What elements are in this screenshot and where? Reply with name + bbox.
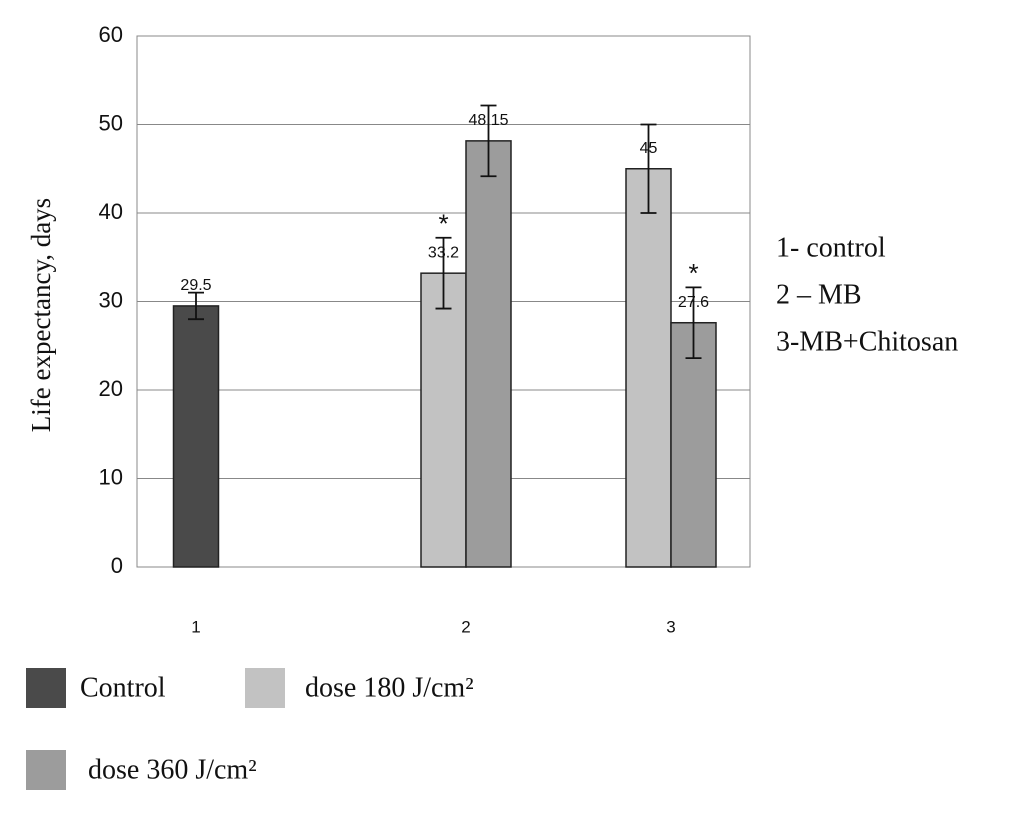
legend-swatch — [26, 750, 66, 790]
significance-mark: * — [438, 209, 448, 239]
legend-label: dose 180 J/cm² — [305, 672, 474, 703]
error-bar — [435, 236, 452, 310]
bar — [625, 168, 672, 568]
legend-label: dose 360 J/cm² — [88, 754, 257, 785]
bar — [172, 305, 220, 568]
x-tick-label: 1 — [191, 617, 200, 636]
error-bar — [640, 123, 657, 214]
y-tick-label: 30 — [99, 287, 123, 312]
bar — [670, 321, 717, 568]
y-tick-label: 20 — [99, 376, 123, 401]
y-tick-label: 0 — [111, 553, 123, 578]
legend-swatch — [245, 668, 285, 708]
bar — [465, 140, 512, 568]
value-label: 27.6 — [678, 294, 709, 311]
legend-label: Control — [80, 672, 166, 703]
x-tick-label: 3 — [666, 617, 675, 636]
error-bar — [685, 286, 702, 360]
y-tick-label: 50 — [99, 110, 123, 135]
legend-swatch — [26, 668, 66, 708]
value-label: 33.2 — [428, 244, 459, 261]
value-label: 48.15 — [468, 112, 508, 129]
annotation: 3-MB+Chitosan — [776, 326, 958, 357]
error-bar — [480, 104, 497, 178]
y-tick-label: 60 — [99, 22, 123, 47]
annotation: 1- control — [776, 232, 886, 263]
value-label: 29.5 — [180, 277, 211, 294]
x-tick-label: 2 — [461, 617, 470, 636]
y-tick-label: 40 — [99, 199, 123, 224]
y-axis-label: Life expectancy, days — [26, 198, 56, 432]
annotation: 2 – MB — [776, 279, 862, 310]
y-tick-label: 10 — [99, 464, 123, 489]
bar — [420, 272, 467, 568]
error-bar — [188, 291, 204, 321]
value-label: 45 — [640, 140, 658, 157]
significance-mark: * — [688, 258, 698, 288]
